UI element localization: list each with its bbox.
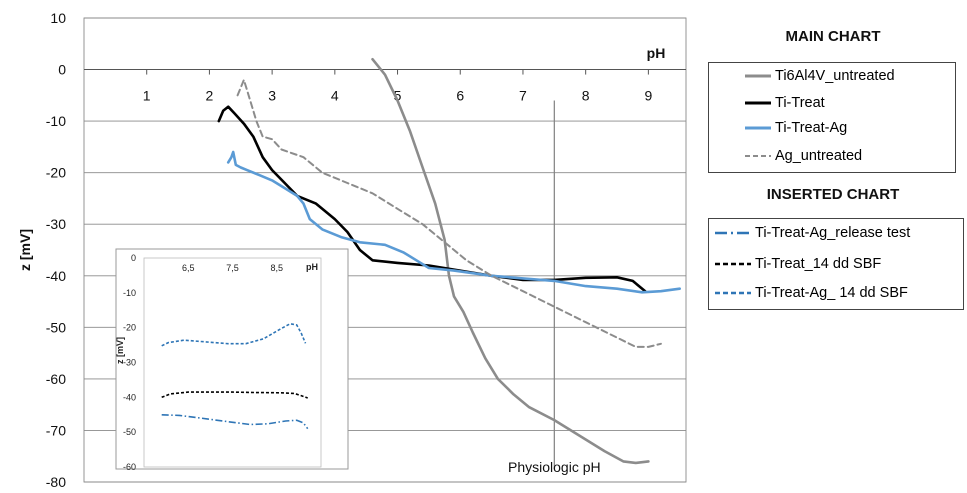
y-tick-label: 0 xyxy=(58,62,66,78)
legend-swatch xyxy=(745,74,771,78)
y-tick-label: -70 xyxy=(46,422,66,438)
x-tick-label: 6 xyxy=(456,88,464,104)
legend-label: Ti-Treat-Ag_ 14 dd SBF xyxy=(755,285,908,301)
plot-border xyxy=(83,17,687,483)
inset-x-tick-label: 8,5 xyxy=(270,263,283,273)
legend-label: Ti-Treat xyxy=(775,95,825,111)
legend-main: Ti6Al4V_untreated Ti-Treat Ti-Treat-Ag A… xyxy=(708,62,956,173)
legend-label: Ti-Treat-Ag xyxy=(775,120,848,136)
legend-swatch xyxy=(715,262,751,266)
legend-swatch xyxy=(745,101,771,105)
legend-inserted-title: INSERTED CHART xyxy=(766,186,900,203)
physiologic-ph-label: Physiologic pH xyxy=(508,459,601,475)
inset-x-axis-label: pH xyxy=(306,262,318,272)
inset-y-tick-label: -60 xyxy=(123,462,136,472)
legend-item-ag-untreated: Ag_untreated xyxy=(745,145,862,167)
y-tick-label: -20 xyxy=(46,165,66,181)
inset-x-tick-label: 6,5 xyxy=(182,263,195,273)
inset-plot-border xyxy=(143,257,322,468)
inset-y-tick-label: -40 xyxy=(123,392,136,402)
x-tick-label: 4 xyxy=(331,88,339,104)
legend-item-ti6al4v-untreated: Ti6Al4V_untreated xyxy=(745,65,895,87)
x-tick-label: 1 xyxy=(143,88,151,104)
legend-label: Ag_untreated xyxy=(775,148,863,164)
legend-swatch xyxy=(715,231,751,235)
series-line-2 xyxy=(226,150,681,294)
inset-series-line-1 xyxy=(161,391,308,399)
y-tick-label: -80 xyxy=(46,474,66,488)
x-tick-label: 9 xyxy=(644,88,652,104)
x-tick-label: 3 xyxy=(268,88,276,104)
legend-item-ti-treat-ag-sbf: Ti-Treat-Ag_ 14 dd SBF xyxy=(715,282,908,304)
inset-series-line-0 xyxy=(161,414,309,430)
inset-plot: 0 -10 -20 -30 -40 -50 -60 6,5 7,5 8,5 pH z [mV] xyxy=(115,248,349,472)
legend-swatch xyxy=(715,291,751,295)
legend-label: Ti6Al4V_untreated xyxy=(775,68,895,84)
legend-label: Ti-Treat_14 dd SBF xyxy=(755,256,882,272)
x-axis-label: pH xyxy=(647,45,666,61)
legend-item-ti-treat: Ti-Treat xyxy=(745,92,825,114)
legend-inserted: Ti-Treat-Ag_release test Ti-Treat_14 dd … xyxy=(708,218,964,310)
y-tick-label: -50 xyxy=(46,319,66,335)
legend-item-ti-treat-sbf: Ti-Treat_14 dd SBF xyxy=(715,253,881,275)
inset-y-tick-label: -20 xyxy=(123,323,136,333)
inset-series-line-2 xyxy=(161,323,307,347)
inset-y-tick-label: 0 xyxy=(131,253,136,263)
y-tick-label: -30 xyxy=(46,216,66,232)
series-line-3 xyxy=(236,78,662,348)
legend-swatch xyxy=(745,155,771,157)
x-tick-label: 2 xyxy=(206,88,214,104)
inset-y-tick-label: -30 xyxy=(123,358,136,368)
inset-box xyxy=(115,248,349,470)
y-tick-label: -10 xyxy=(46,113,66,129)
y-tick-label: -40 xyxy=(46,268,66,284)
legend-item-ti-treat-ag: Ti-Treat-Ag xyxy=(745,117,847,139)
legend-swatch xyxy=(745,126,771,130)
legend-main-title: MAIN CHART xyxy=(785,28,881,45)
inset-y-tick-label: -50 xyxy=(123,427,136,437)
legend-label: Ti-Treat-Ag_release test xyxy=(755,225,911,241)
inset-x-tick-label: 7,5 xyxy=(226,263,239,273)
x-tick-label: 8 xyxy=(582,88,590,104)
inset-y-axis-label: z [mV] xyxy=(115,337,125,364)
y-tick-label: -60 xyxy=(46,371,66,387)
series-line-0 xyxy=(371,57,650,465)
x-tick-label: 5 xyxy=(394,88,402,104)
x-tick-label: 7 xyxy=(519,88,527,104)
legend-item-release-test: Ti-Treat-Ag_release test xyxy=(715,222,910,244)
y-tick-label: 10 xyxy=(50,10,66,26)
inset-y-tick-label: -10 xyxy=(123,288,136,298)
y-axis-label: z [mV] xyxy=(17,229,33,271)
